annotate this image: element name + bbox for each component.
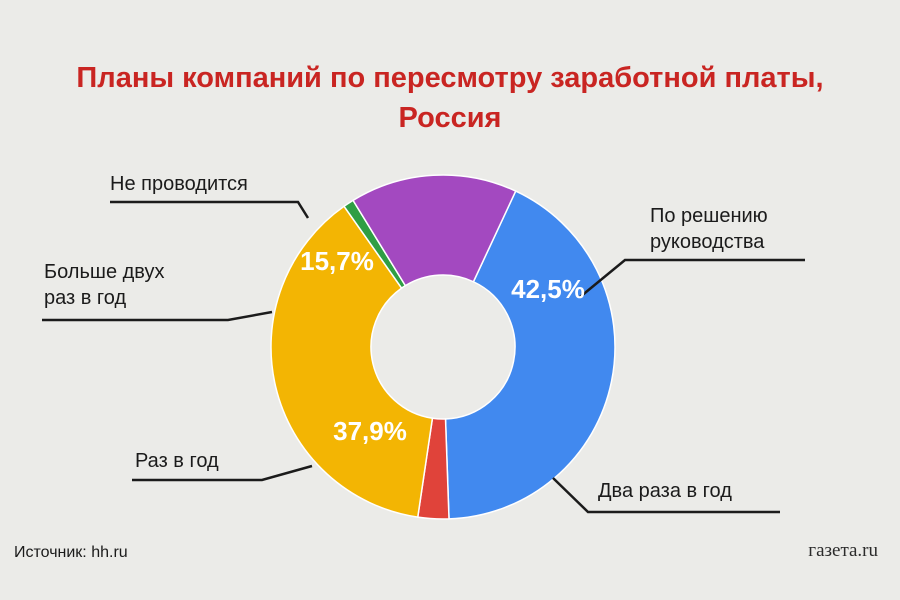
slice-label-0-line-0: По решению [650,205,768,227]
slice-label-4-line-0: Не проводится [110,173,248,195]
slice-2 [270,205,434,518]
brand-logo: газета.ru [808,540,878,561]
slice-value-2: 37,9% [333,416,407,446]
slice-label-2-line-0: Раз в год [135,450,219,472]
slice-label-4: Не проводится [110,173,248,195]
chart-title: Планы компаний по пересмотру заработной … [0,58,900,138]
slice-value-4: 15,7% [300,246,374,276]
slice-label-1: Два раза в год [598,480,732,502]
slice-label-0: По решению руководства [650,205,768,253]
slice-label-3-line-0: Больше двух [44,261,164,283]
slice-4 [352,174,517,287]
leader-line-0 [579,258,805,298]
leader-line-3 [42,310,273,322]
leader-line-2 [132,464,313,482]
slice-label-1-line-0: Два раза в год [598,480,732,502]
slice-value-0: 42,5% [511,274,585,304]
leader-line-4 [110,200,310,219]
chart-title-line-1: Планы компаний по пересмотру заработной … [76,62,824,94]
slice-label-2: Раз в год [135,450,219,472]
source-note: Источник: hh.ru [14,544,128,561]
chart-title-line-2: Россия [398,102,502,134]
slice-label-3: Больше двух раз в год [44,261,164,309]
slice-label-3-line-1: раз в год [44,287,126,309]
slice-label-0-line-1: руководства [650,231,765,253]
leader-line-1 [552,477,780,514]
